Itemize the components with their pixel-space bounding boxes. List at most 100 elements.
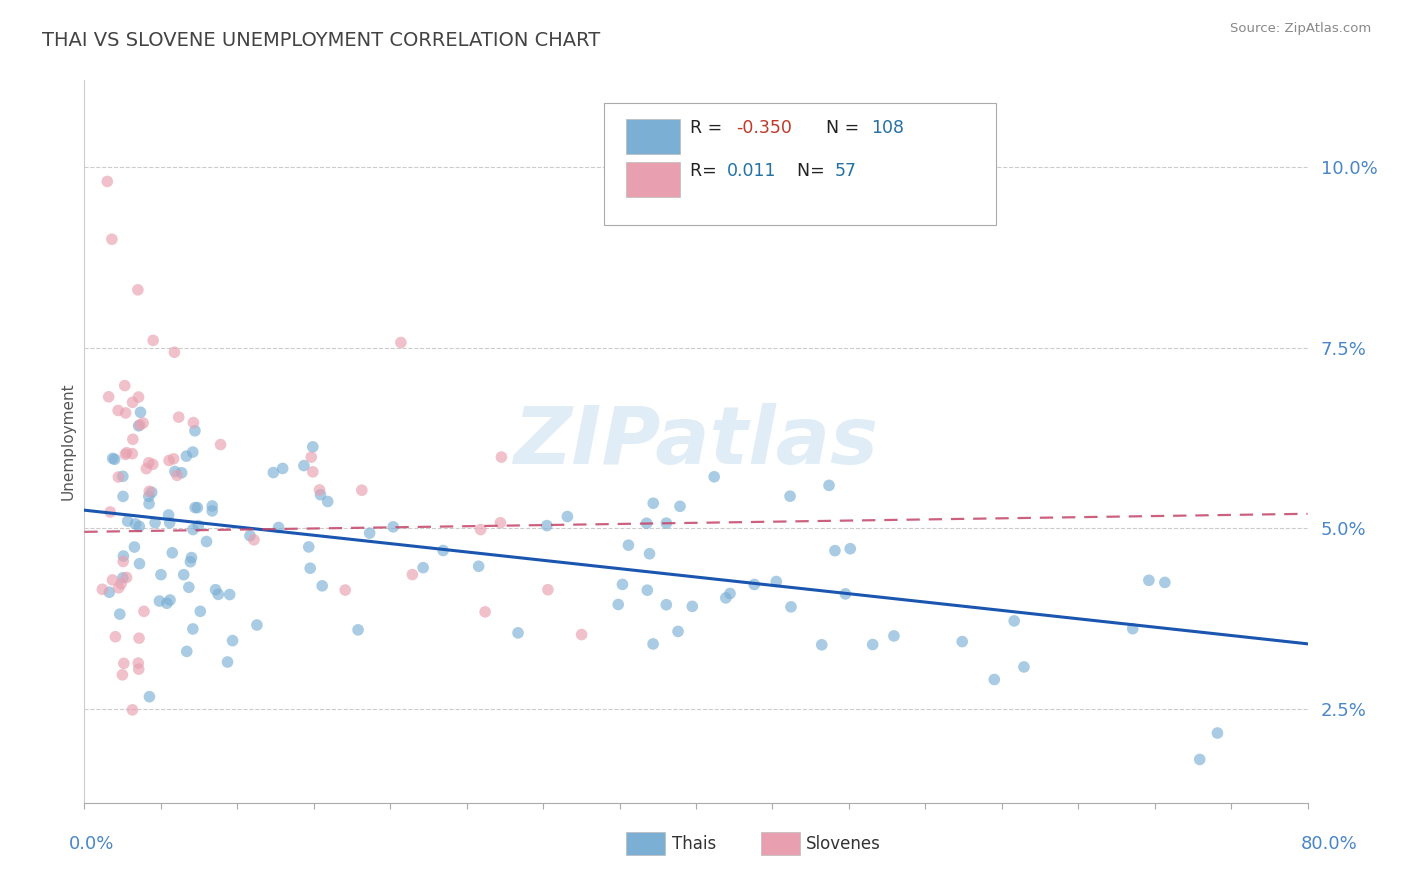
Point bbox=[163, 465, 186, 479]
Point bbox=[115, 446, 138, 460]
Point bbox=[765, 574, 787, 589]
Point bbox=[239, 529, 262, 543]
Point bbox=[101, 232, 124, 246]
Point bbox=[824, 543, 846, 558]
Point bbox=[201, 499, 224, 513]
Point bbox=[359, 526, 381, 541]
Point bbox=[655, 516, 678, 530]
Point bbox=[301, 440, 323, 454]
Point bbox=[101, 451, 124, 466]
Text: R=: R= bbox=[690, 162, 723, 180]
Point bbox=[474, 605, 496, 619]
Point bbox=[1188, 752, 1211, 766]
Point bbox=[132, 604, 155, 618]
Point bbox=[681, 599, 703, 614]
Point bbox=[128, 417, 150, 432]
Point bbox=[666, 624, 689, 639]
Point bbox=[138, 484, 160, 499]
Point bbox=[167, 410, 190, 425]
Point bbox=[183, 416, 205, 430]
Point bbox=[156, 596, 179, 610]
Point bbox=[124, 540, 146, 554]
Point bbox=[91, 582, 114, 597]
Point bbox=[181, 445, 204, 459]
Point bbox=[883, 629, 905, 643]
Point bbox=[114, 406, 136, 420]
Point bbox=[162, 451, 184, 466]
Point bbox=[432, 543, 454, 558]
Point bbox=[267, 520, 290, 534]
Point bbox=[170, 466, 193, 480]
Point bbox=[127, 283, 149, 297]
Point bbox=[111, 571, 134, 585]
Text: Source: ZipAtlas.com: Source: ZipAtlas.com bbox=[1230, 22, 1371, 36]
Point bbox=[262, 466, 284, 480]
Point bbox=[714, 591, 737, 605]
Text: ZIPatlas: ZIPatlas bbox=[513, 402, 879, 481]
Point bbox=[204, 582, 226, 597]
Point bbox=[121, 447, 143, 461]
Point bbox=[834, 587, 856, 601]
Point bbox=[467, 559, 489, 574]
Point bbox=[121, 703, 143, 717]
Point bbox=[382, 520, 405, 534]
Point bbox=[96, 174, 118, 188]
Point bbox=[217, 655, 239, 669]
Point bbox=[128, 662, 150, 676]
Point bbox=[149, 567, 172, 582]
Point bbox=[132, 416, 155, 430]
Point bbox=[141, 485, 163, 500]
Point bbox=[184, 424, 207, 438]
Point bbox=[157, 453, 180, 467]
Point bbox=[537, 582, 560, 597]
Text: N =: N = bbox=[814, 119, 865, 136]
Point bbox=[107, 581, 129, 595]
Text: 0.011: 0.011 bbox=[727, 162, 776, 180]
Point bbox=[121, 432, 143, 446]
Point bbox=[138, 456, 160, 470]
Point bbox=[779, 489, 801, 503]
Point bbox=[1122, 622, 1144, 636]
Text: R =: R = bbox=[690, 119, 727, 136]
Point bbox=[104, 452, 127, 467]
Point bbox=[302, 465, 325, 479]
Point bbox=[536, 518, 558, 533]
Point bbox=[195, 534, 218, 549]
Point bbox=[135, 461, 157, 475]
Point bbox=[810, 638, 832, 652]
Point bbox=[612, 577, 634, 591]
Point bbox=[862, 638, 884, 652]
Text: 0.0%: 0.0% bbox=[69, 835, 114, 853]
Point bbox=[983, 673, 1005, 687]
Point bbox=[128, 418, 150, 433]
Point bbox=[98, 505, 121, 519]
Point bbox=[218, 588, 240, 602]
Point bbox=[138, 690, 160, 704]
Point bbox=[188, 604, 211, 618]
Point bbox=[271, 461, 294, 475]
Point bbox=[148, 594, 170, 608]
Point bbox=[221, 633, 243, 648]
Point bbox=[143, 516, 166, 530]
Point bbox=[643, 496, 665, 510]
Point bbox=[184, 500, 207, 515]
Text: Slovenes: Slovenes bbox=[806, 835, 882, 854]
Text: Thais: Thais bbox=[672, 835, 716, 854]
Point bbox=[638, 547, 661, 561]
Point bbox=[127, 656, 149, 670]
Point bbox=[117, 514, 139, 528]
Point bbox=[557, 509, 579, 524]
Point bbox=[177, 580, 200, 594]
Point bbox=[107, 403, 129, 417]
Point bbox=[112, 657, 135, 671]
Point bbox=[115, 570, 138, 584]
Point bbox=[309, 488, 332, 502]
Text: -0.350: -0.350 bbox=[737, 119, 792, 136]
FancyBboxPatch shape bbox=[626, 162, 681, 197]
Point bbox=[571, 627, 593, 641]
Point bbox=[181, 523, 204, 537]
Point bbox=[104, 630, 127, 644]
Point bbox=[1206, 726, 1229, 740]
Point bbox=[308, 483, 330, 497]
Point bbox=[950, 634, 973, 648]
